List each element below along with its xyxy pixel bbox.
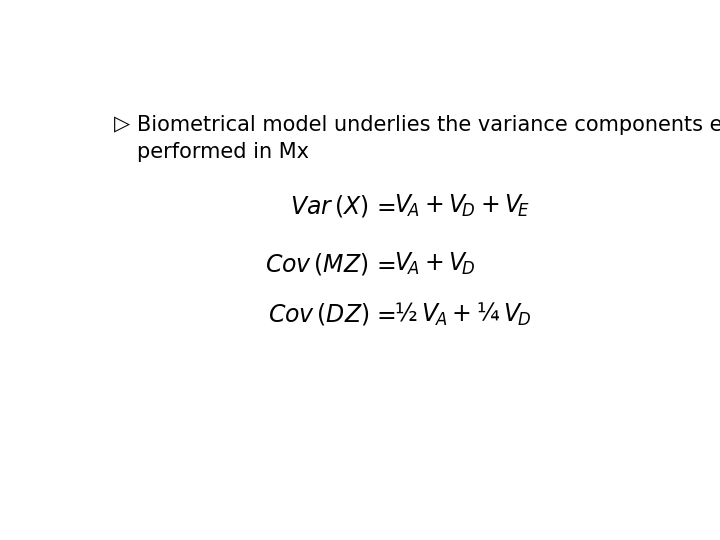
Text: performed in Mx: performed in Mx [138,141,310,161]
Text: $\mathsf{\mathit{Cov}\,\mathit{(DZ)}}$: $\mathsf{\mathit{Cov}\,\mathit{(DZ)}}$ [268,301,369,327]
Text: $\mathsf{=}$: $\mathsf{=}$ [372,194,396,218]
Text: ½ $\mathsf{\mathit{V}_{\!\mathit{A}}}$ + ¼ $\mathsf{\mathit{V}_{\!\mathit{D}}}$: ½ $\mathsf{\mathit{V}_{\!\mathit{A}}}$ +… [394,301,531,328]
Text: $\mathsf{=}$: $\mathsf{=}$ [372,252,396,276]
Text: $\mathsf{\mathit{Var}\,\mathit{(X)}}$: $\mathsf{\mathit{Var}\,\mathit{(X)}}$ [290,193,369,219]
Text: $\mathsf{\mathit{Cov}\,\mathit{(MZ)}}$: $\mathsf{\mathit{Cov}\,\mathit{(MZ)}}$ [266,252,369,278]
Text: $\mathsf{\mathit{V}_{\!\mathit{A}} + \mathit{V}_{\!\mathit{D}} + \mathit{V}_{\!\: $\mathsf{\mathit{V}_{\!\mathit{A}} + \ma… [394,193,531,219]
Text: Biometrical model underlies the variance components estimation: Biometrical model underlies the variance… [138,114,720,134]
Text: $\mathsf{\mathit{V}_{\!\mathit{A}} + \mathit{V}_{\!\mathit{D}}}$: $\mathsf{\mathit{V}_{\!\mathit{A}} + \ma… [394,251,476,278]
Text: ▷: ▷ [114,114,130,134]
Text: $\mathsf{=}$: $\mathsf{=}$ [372,302,396,326]
